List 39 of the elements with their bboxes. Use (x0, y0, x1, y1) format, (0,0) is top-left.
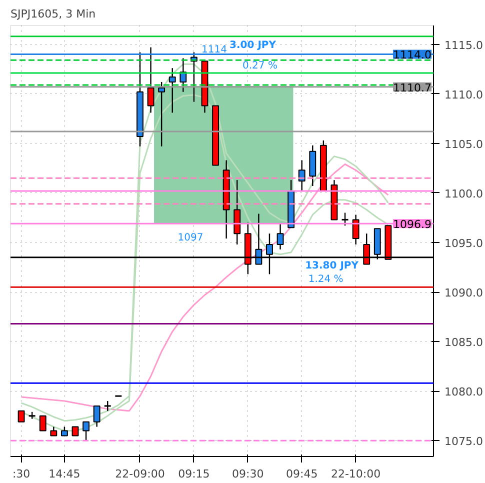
y-tick-label: 1075.0 (444, 435, 483, 448)
x-tick-label: :30 (12, 468, 30, 480)
annotation: 1.24 % (308, 274, 344, 286)
y-tick-label: 1100.0 (444, 187, 483, 200)
y-tick-label: 1110.0 (444, 88, 483, 102)
y-tick-label: 1095.0 (444, 236, 483, 250)
candlestick (298, 160, 306, 192)
x-tick-label: 14:45 (48, 468, 80, 480)
candlestick (93, 405, 100, 428)
x-tick-label: 09:45 (286, 468, 318, 480)
annotation: 0.27 % (242, 60, 278, 72)
candlestick (104, 400, 112, 412)
y-tick-label: 1080.0 (444, 386, 483, 399)
candlestick (18, 410, 25, 422)
candlestick (39, 415, 46, 432)
candlestick (341, 212, 350, 226)
ref-line-label: 1114.0 (393, 48, 432, 62)
y-tick-label: 1085.0 (444, 336, 483, 350)
candlestick (82, 421, 90, 442)
ref-line-label: 1096.9 (393, 218, 432, 232)
x-tick-label: 22-09:00 (115, 468, 165, 480)
candlestick (168, 68, 176, 114)
candlestick (147, 46, 154, 114)
annotation: 1097 (178, 232, 204, 244)
annotation: 1114 (201, 44, 227, 56)
candlestick (276, 223, 284, 250)
x-tick-label: 09:30 (232, 468, 264, 480)
chart-title: SJPJ1605, 3 Min (10, 8, 96, 20)
ref-line-label: 1110.7 (393, 81, 432, 94)
y-tick-label: 1115.0 (444, 38, 483, 52)
candlestick (158, 81, 166, 147)
annotation: 3.00 JPY (230, 40, 277, 51)
x-tick-label: 09:15 (178, 468, 210, 480)
candlestick (234, 179, 241, 246)
y-tick-label: 1090.0 (444, 286, 483, 300)
y-tick-label: 1105.0 (444, 138, 483, 151)
annotation: 13.80 JPY (305, 260, 360, 272)
candlestick (352, 214, 360, 246)
x-tick-label: 22-10:00 (330, 468, 381, 480)
